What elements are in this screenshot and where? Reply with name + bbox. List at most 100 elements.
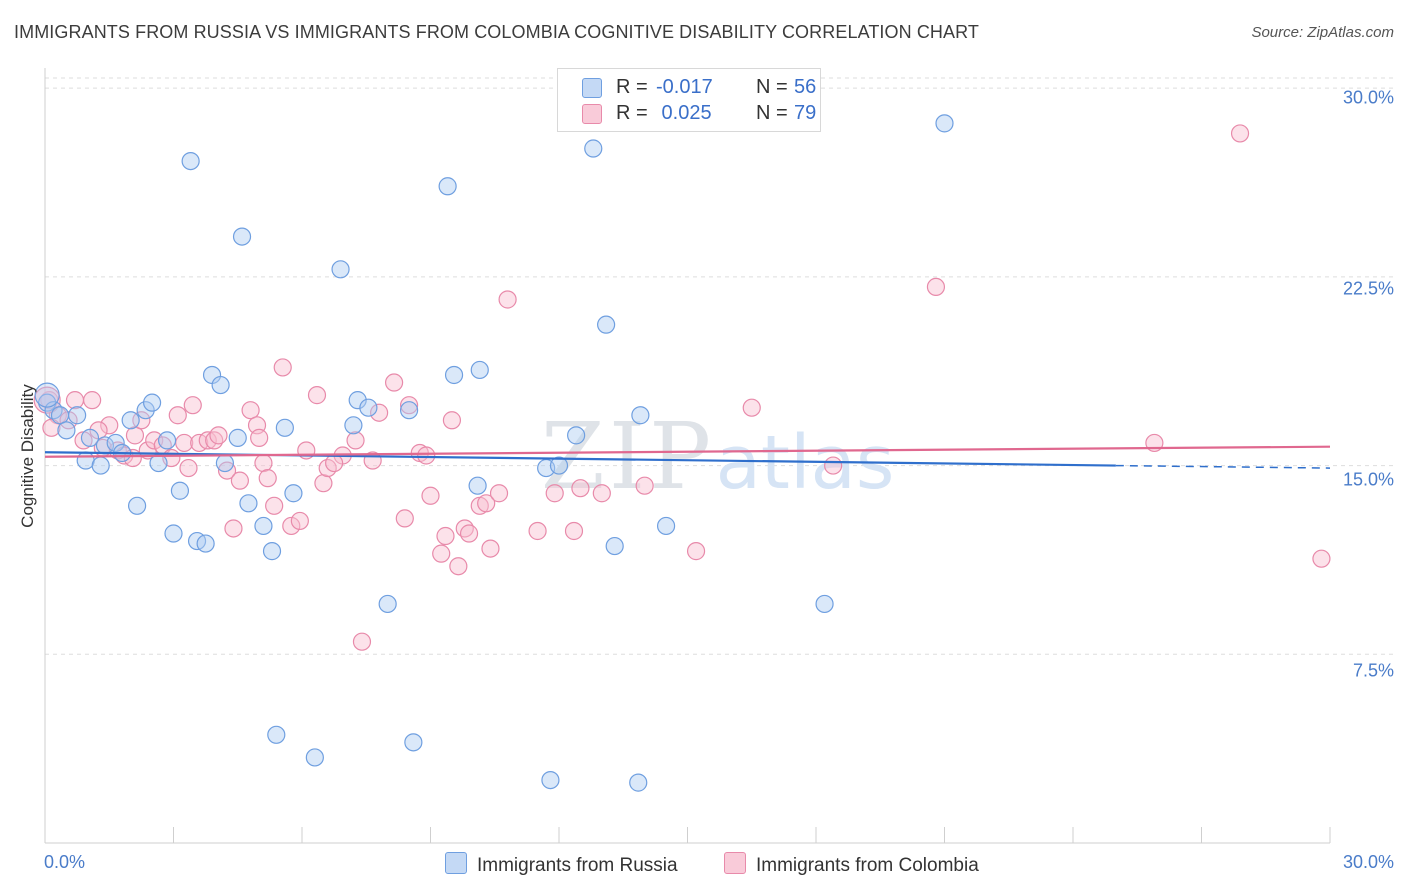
colombia-point [824, 456, 843, 475]
russia-point [584, 139, 603, 158]
colombia-point [224, 519, 243, 538]
russia-point [567, 426, 586, 445]
colombia-point [545, 484, 564, 503]
russia-point [142, 393, 162, 412]
n-value: 79 [794, 102, 817, 124]
colombia-point [635, 476, 654, 495]
russia-point [631, 406, 650, 425]
colombia-point [592, 484, 611, 503]
colombia-point [449, 557, 468, 576]
colombia-legend-swatch [724, 852, 746, 874]
colombia-point [489, 484, 509, 503]
colombia-point [346, 431, 365, 450]
colombia-point [132, 411, 151, 430]
colombia-point [100, 416, 119, 435]
colombia-point [241, 401, 260, 420]
russia-legend-swatch [445, 852, 467, 874]
russia-point [605, 536, 624, 556]
russia-point [404, 733, 423, 752]
colombia-point [83, 391, 102, 410]
colombia-point [384, 373, 404, 392]
russia-point [211, 375, 230, 395]
colombia-point [217, 461, 237, 480]
russia-point [359, 398, 378, 417]
colombia-point [230, 471, 249, 490]
colombia-point [742, 398, 761, 417]
colombia-point [209, 426, 228, 445]
series-russia-points [34, 114, 954, 792]
gridlines [45, 77, 1395, 655]
colombia-point [198, 431, 217, 450]
r-value: 0.025 [656, 102, 712, 124]
russia-point [629, 773, 648, 792]
russia-point [106, 433, 125, 453]
source-label: Source: ZipAtlas.com [1251, 24, 1394, 41]
russia-point [239, 494, 258, 513]
russia-point [597, 315, 616, 334]
colombia-point [926, 277, 946, 297]
colombia-point [564, 521, 584, 541]
russia-point [170, 481, 190, 500]
chart-title: IMMIGRANTS FROM RUSSIA VS IMMIGRANTS FRO… [14, 22, 980, 42]
colombia-point [481, 539, 500, 558]
y-tick-label: 7.5% [1352, 660, 1394, 681]
russia-point [656, 516, 676, 536]
russia-point [228, 428, 247, 447]
stats-legend: R = -0.017 N = 56 R = 0.025 N = 79 [557, 68, 821, 132]
russia-point [232, 227, 252, 246]
colombia-point [528, 521, 547, 541]
r-value: -0.017 [656, 76, 713, 98]
russia-point [267, 725, 286, 744]
russia-point [50, 406, 70, 425]
n-value: 56 [794, 76, 817, 98]
russia-point [541, 770, 560, 790]
colombia-point [436, 526, 455, 546]
russia-point [80, 428, 100, 447]
x-tick-label-min: 0.0% [44, 852, 86, 872]
colombia-point [370, 403, 389, 422]
russia-point [444, 365, 464, 385]
russia-legend-label: Immigrants from Russia [477, 855, 678, 876]
colombia-point [282, 516, 301, 536]
colombia-point [432, 544, 451, 563]
r-label: R = [616, 76, 648, 98]
colombia-point [250, 428, 269, 447]
colombia-point [183, 396, 202, 415]
colombia-point [307, 386, 327, 405]
russia-point [157, 431, 177, 450]
russia-point [284, 484, 303, 503]
russia-point [164, 524, 183, 543]
colombia-point [65, 391, 85, 410]
colombia-point [477, 494, 496, 513]
colombia-point [571, 479, 590, 498]
colombia-point [417, 446, 436, 465]
n-label: N = [756, 76, 788, 98]
russia-point [136, 401, 155, 420]
russia-point [549, 456, 569, 475]
russia-point [378, 594, 397, 614]
russia-point [331, 260, 350, 279]
colombia-point [1230, 124, 1250, 143]
x-tick-label-max: 30.0% [1342, 852, 1394, 872]
russia-point [305, 748, 324, 767]
watermark-zip: ZIP [541, 403, 715, 510]
colombia-point [168, 406, 187, 425]
russia-point [399, 401, 419, 420]
russia-point [254, 516, 273, 536]
colombia-point [273, 358, 292, 377]
russia-swatch [582, 78, 602, 98]
russia-point [196, 534, 215, 553]
y-tick-label: 30.0% [1342, 87, 1394, 108]
russia-point [68, 406, 87, 425]
russia-point [215, 453, 234, 473]
colombia-point [179, 458, 198, 478]
colombia-point [265, 496, 284, 515]
russia-point [262, 542, 282, 561]
colombia-point [145, 431, 164, 450]
colombia-point [421, 486, 440, 505]
russia-point [275, 418, 294, 437]
russia-point [815, 594, 834, 614]
colombia-point [395, 509, 414, 528]
colombia-point [254, 453, 273, 473]
